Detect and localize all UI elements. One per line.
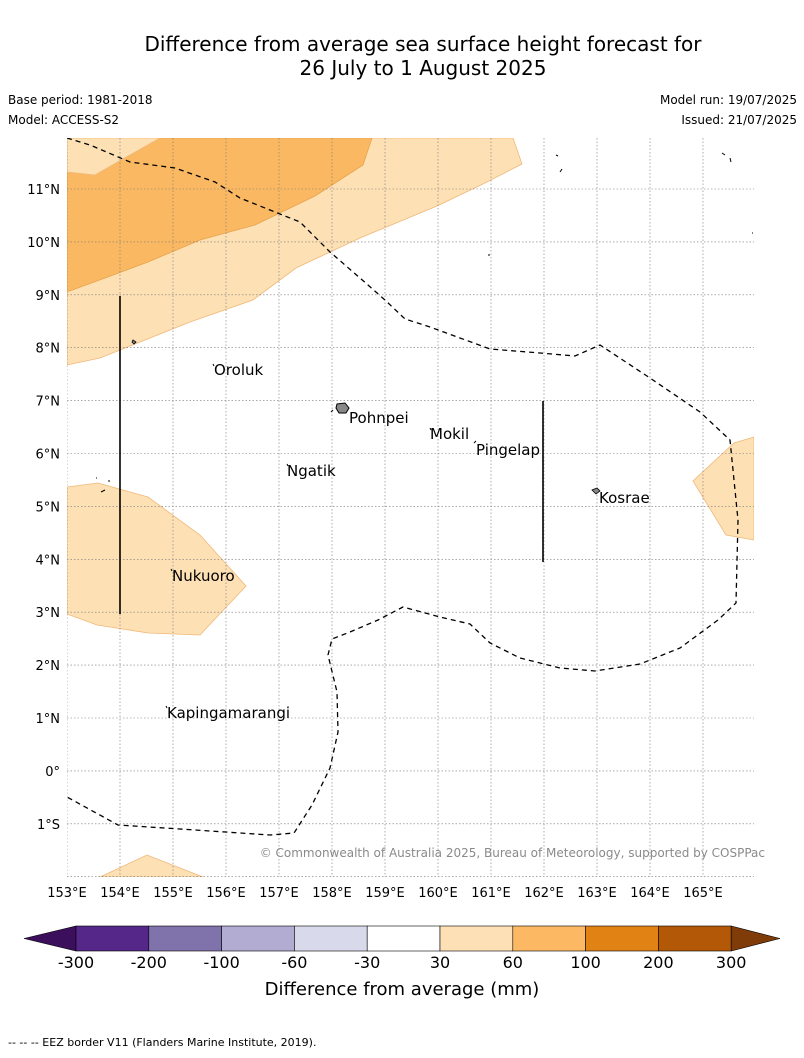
lon-tick-label: 158°E — [312, 886, 352, 901]
colorbar-tick-label: -200 — [130, 953, 167, 972]
lat-tick-label: 1°N — [36, 712, 61, 727]
colorbar-bin — [75, 925, 150, 952]
neutral-notch — [67, 138, 161, 176]
model-name: Model: ACCESS-S2 — [8, 113, 120, 127]
lat-tick-label: 8°N — [36, 342, 61, 357]
island-west-atoll — [131, 339, 137, 345]
islet-marks — [96, 152, 753, 709]
colorbar-bin — [294, 925, 368, 952]
lat-tick-label: 10°N — [27, 236, 60, 251]
place-label-kosrae: Kosrae — [599, 489, 650, 507]
eez-border — [67, 138, 739, 836]
place-label-kapingamarangi: Kapingamarangi — [167, 704, 290, 722]
lon-tick-label: 160°E — [418, 886, 458, 901]
title-line-1: Difference from average sea surface heig… — [144, 32, 702, 56]
lat-tick-label: 5°N — [36, 500, 61, 515]
lon-tick-label: 153°E — [47, 886, 87, 901]
lat-tick-label: 1°S — [37, 818, 60, 833]
chart-title: Difference from average sea surface heig… — [0, 32, 804, 80]
issued-date: Issued: 21/07/2025 — [681, 113, 797, 127]
anomaly-fields — [67, 138, 754, 877]
place-label-pohnpei: Pohnpei — [349, 409, 409, 427]
place-label-pingelap: Pingelap — [476, 441, 540, 459]
positive-anomaly-west — [67, 482, 247, 636]
place-label-oroluk: Oroluk — [214, 361, 263, 379]
colorbar-tick-label: 30 — [429, 953, 451, 972]
colorbar-tick-label: -30 — [354, 953, 381, 972]
lon-tick-label: 165°E — [683, 886, 723, 901]
gridlines — [67, 138, 754, 877]
lat-tick-label: 4°N — [36, 553, 61, 568]
place-labels: Oroluk Pohnpei Mokil Pingelap Ngatik Kos… — [167, 361, 650, 722]
positive-anomaly-east — [692, 436, 754, 541]
lon-tick-label: 159°E — [365, 886, 405, 901]
colorbar-tick-label: -60 — [281, 953, 308, 972]
island-kosrae — [591, 487, 601, 495]
colorbar-bin — [221, 925, 295, 952]
eez-footnote: -- -- -- EEZ border V11 (Flanders Marine… — [8, 1036, 317, 1049]
lon-tick-label: 155°E — [153, 886, 193, 901]
eez-line-north — [67, 138, 739, 836]
colorbar-bin — [658, 925, 732, 952]
lon-tick-label: 164°E — [630, 886, 670, 901]
positive-anomaly-60-100-north — [67, 138, 373, 293]
place-label-ngatik: Ngatik — [287, 462, 336, 480]
colorbar-tick-label: 60 — [502, 953, 523, 972]
lat-tick-label: 11°N — [27, 183, 60, 198]
lat-tick-label: 0° — [45, 765, 60, 780]
lon-tick-label: 162°E — [524, 886, 564, 901]
colorbar-bin — [366, 925, 441, 952]
base-period: Base period: 1981-2018 — [8, 93, 153, 107]
colorbar-tick-label: -300 — [57, 953, 95, 972]
lon-tick-label: 161°E — [471, 886, 511, 901]
lon-tick-label: 156°E — [206, 886, 246, 901]
colorbar-bin — [512, 925, 586, 952]
colorbar-tick-label: 200 — [643, 953, 674, 972]
lat-tick-label: 9°N — [36, 289, 61, 304]
colorbar — [23, 925, 781, 952]
latitude-labels: 11°N 10°N 9°N 8°N 7°N 6°N 5°N 4°N 3°N 2°N 1°N 0° 1°S — [27, 183, 60, 833]
colorbar-extend-low — [23, 925, 77, 952]
colorbar-tick-label: 300 — [715, 953, 747, 972]
longitude-labels: 153°E 154°E 155°E 156°E 157°E 158°E 159°E 160°E… — [47, 886, 723, 901]
colorbar-tick-label: 100 — [570, 953, 601, 972]
title-line-2: 26 July to 1 August 2025 — [299, 56, 547, 80]
lon-tick-label: 157°E — [259, 886, 299, 901]
lat-tick-label: 2°N — [36, 659, 61, 674]
lat-tick-label: 7°N — [36, 395, 61, 410]
colorbar-bin — [439, 925, 514, 952]
colorbar-bin — [148, 925, 222, 952]
lat-tick-label: 6°N — [36, 448, 61, 463]
islands — [96, 152, 753, 709]
boundary-segments — [119, 296, 544, 614]
colorbar-extend-high — [730, 925, 781, 952]
model-run: Model run: 19/07/2025 — [659, 93, 797, 107]
island-pohnpei — [335, 402, 350, 414]
copyright-notice: © Commonwealth of Australia 2025, Bureau… — [260, 846, 765, 860]
positive-anomaly-south — [99, 854, 204, 877]
lon-tick-label: 154°E — [100, 886, 140, 901]
colorbar-tick-label: -100 — [203, 953, 240, 972]
place-label-mokil: Mokil — [430, 425, 469, 443]
colorbar-title: Difference from average (mm) — [264, 979, 540, 1000]
place-label-nukuoro: Nukuoro — [172, 567, 235, 585]
colorbar-bin — [585, 925, 659, 952]
lat-tick-label: 3°N — [36, 606, 61, 621]
lon-tick-label: 163°E — [577, 886, 617, 901]
